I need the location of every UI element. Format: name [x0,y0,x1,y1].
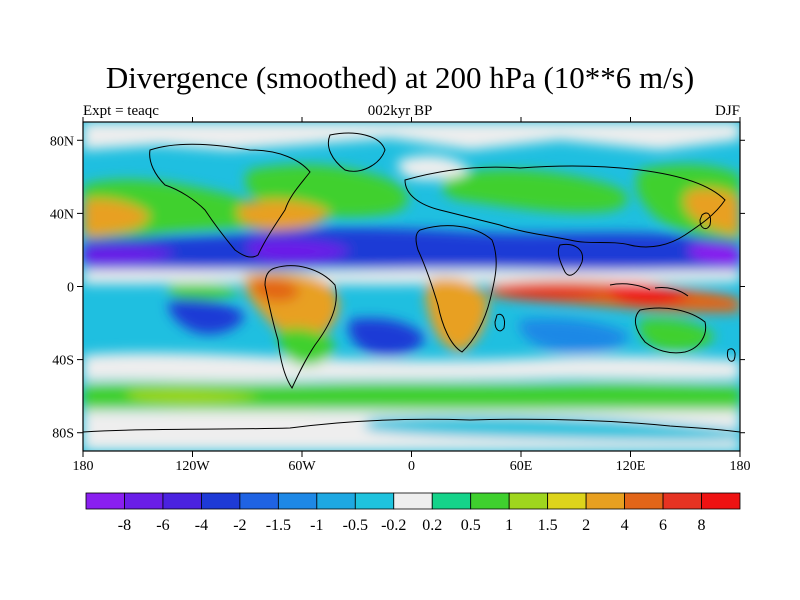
coast-greenland [327,132,386,172]
x-tick-label: 180 [730,459,751,474]
colorbar-label: 2 [582,517,590,534]
colorbar-label: -0.5 [343,517,368,534]
field-neutral-north [397,155,470,180]
colorbar-swatch [124,492,164,510]
field-australia-green [638,318,715,352]
experiment-label: Expt = teaqc [83,103,159,119]
coast-japan [699,212,711,230]
colorbar-swatch [508,492,549,510]
y-tick-label: 40S [52,354,74,369]
field-central-pacific-purple [246,238,350,264]
field-west-pacific-purple [83,245,175,266]
map-title: Divergence (smoothed) at 200 hPa (10**6 … [105,60,695,95]
field-east-pacific-purple [690,243,740,266]
colorbar-label: 8 [698,517,706,534]
field-south-neutral-band [83,352,740,383]
colorbar-swatch [162,492,202,510]
contour-field [83,122,740,451]
colorbar-label: 0.5 [461,517,481,534]
colorbar-swatch [547,492,587,510]
coast-antarctica [83,418,740,433]
colorbar: -8 -6 -4 -2 -1.5 -1 -0.5 -0.2 0.2 0.5 1 1.5 2 4 6 8 [85,492,741,534]
colorbar-swatch [316,492,356,510]
field-southern-storm-track [83,382,740,411]
coast-new-zealand [727,348,736,362]
colorbar-label: 0.2 [422,517,442,534]
colorbar-label: 6 [659,517,667,534]
contour-shapes [83,122,740,451]
field-asia-jet-orange [684,188,740,235]
colorbar-swatch [470,492,510,510]
colorbar-swatch [277,492,318,510]
field-north-america-jet [237,199,330,231]
colorbar-swatch [585,492,625,510]
x-tick-label: 120E [616,459,646,474]
colorbar-swatch [662,492,702,510]
x-tick-label: 0 [408,459,415,474]
y-tick-label: 0 [67,281,74,296]
colorbar-swatch [354,492,395,510]
colorbar-label: -0.2 [381,517,406,534]
coast-europe-asia [404,165,726,248]
y-tick-label: 80S [52,427,74,442]
coast-indonesia [609,283,689,297]
y-tick-label: 80N [50,134,74,149]
coast-north-america [149,143,311,258]
coast-south-america [264,265,337,390]
colorbar-swatch [85,492,125,510]
field-north-pacific-jet-west [83,198,150,236]
colorbar-label: -1 [310,517,323,534]
colorbar-label: -2 [233,517,246,534]
colorbar-label: 1 [505,517,513,534]
field-antarctic-convergence [364,415,740,441]
field-south-atlantic-convergence [348,318,425,357]
season-label: DJF [714,103,740,119]
colorbar-label: -4 [195,517,208,534]
field-southern-track-yellow [126,388,260,404]
coast-india [557,243,584,276]
x-tick-label: 60W [288,459,316,474]
y-tick-label: 40N [50,207,74,222]
field-east-pacific-green [167,283,240,300]
field-south-pacific-convergence [168,298,245,335]
field-europe-green [442,169,629,213]
colorbar-swatch [701,492,741,510]
colorbar-swatch [431,492,472,510]
x-tick-label: 180 [73,459,94,474]
colorbar-swatch [239,492,279,510]
colorbar-swatch [201,492,241,510]
coast-africa [415,225,497,353]
field-amazon-core [252,278,300,302]
field-maritime-core [499,285,610,300]
field-arctic-neutral [83,122,740,150]
colorbar-label: 4 [621,517,629,534]
colorbar-swatch [393,492,433,510]
axis-layer: 180 120W 60W 0 60E 120E 180 80N 40N 0 40S 80S [50,117,751,474]
colorbar-label: -6 [156,517,169,534]
field-subtropical-convergence-band [83,227,740,271]
field-africa-divergence [425,278,489,352]
field-equatorial-neutral-band [83,269,740,285]
coast-australia [634,307,707,354]
colorbar-label: -8 [118,517,131,534]
coastlines [83,132,740,433]
coast-madagascar [494,313,505,332]
colorbar-label: -1.5 [266,517,291,534]
x-tick-label: 60E [510,459,533,474]
field-indian-ocean-convergence [519,318,630,354]
time-label: 002kyr BP [367,103,433,119]
colorbar-swatch [624,492,664,510]
x-tick-label: 120W [175,459,210,474]
colorbar-label: 1.5 [538,517,558,534]
